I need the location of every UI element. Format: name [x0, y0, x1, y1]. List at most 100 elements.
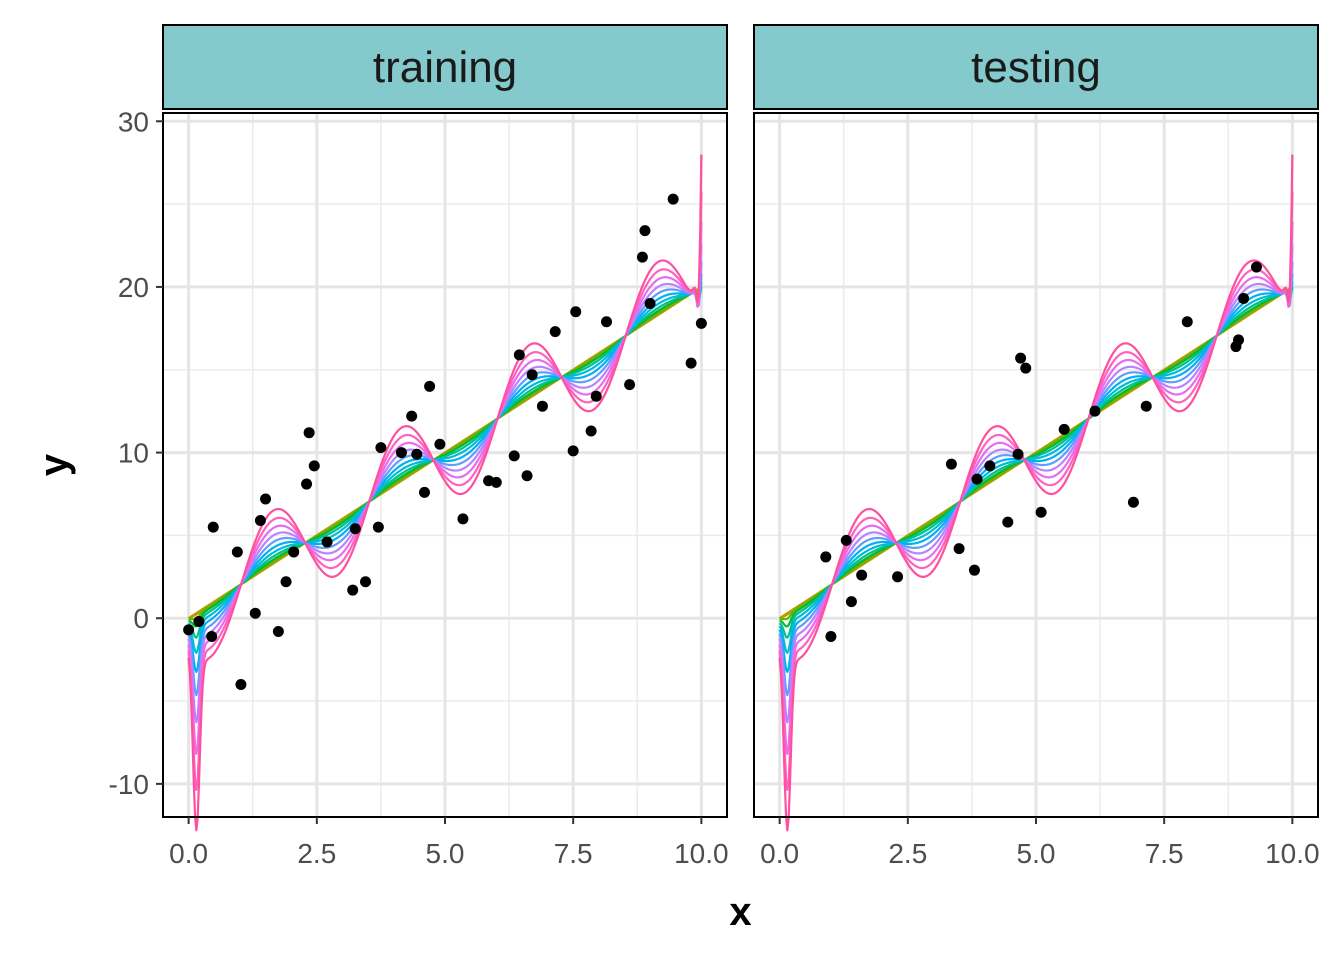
data-point [360, 576, 372, 588]
x-tick-label: 5.0 [1017, 838, 1056, 869]
data-point [601, 316, 613, 328]
x-tick-label: 10.0 [1265, 838, 1320, 869]
x-tick-label: 7.5 [554, 838, 593, 869]
data-point [1035, 506, 1047, 518]
fit-curve-degree-7 [778, 285, 1294, 639]
fit-curve-degree-13 [778, 191, 1294, 791]
x-tick-label: 10.0 [674, 838, 729, 869]
data-point [303, 427, 315, 439]
data-point [372, 521, 384, 533]
data-point [1181, 316, 1193, 328]
data-point [840, 534, 852, 546]
data-point [536, 400, 548, 412]
data-point [193, 616, 205, 628]
data-point [347, 584, 359, 596]
data-point [1020, 362, 1032, 374]
data-point [892, 571, 904, 583]
facet-strip-training [162, 24, 728, 110]
data-point [1127, 496, 1139, 508]
fit-curve-degree-10 [187, 261, 703, 697]
data-point [1238, 293, 1250, 305]
y-tick-label: 20 [118, 272, 149, 303]
x-axis-title: x [729, 890, 751, 934]
fit-curve-degree-7 [187, 285, 703, 639]
data-point [644, 297, 656, 309]
fit-curve-degree-8 [778, 281, 1294, 654]
data-point [1058, 423, 1070, 435]
data-point [636, 251, 648, 263]
data-point [249, 607, 261, 619]
data-point [375, 442, 387, 454]
data-point [945, 458, 957, 470]
data-point [549, 326, 561, 338]
x-tick-label: 0.0 [169, 838, 208, 869]
fit-curve-degree-10 [778, 261, 1294, 697]
data-point [685, 357, 697, 369]
x-tick-label: 2.5 [297, 838, 336, 869]
data-point [411, 448, 423, 460]
y-tick-label: -10 [109, 769, 149, 800]
data-point [254, 514, 266, 526]
fit-curve-degree-12 [778, 221, 1294, 756]
facet-strip-testing [753, 24, 1319, 110]
data-point [1250, 261, 1262, 273]
data-point [1012, 448, 1024, 460]
data-point [235, 678, 247, 690]
data-point [183, 624, 195, 636]
data-point [845, 596, 857, 608]
data-point [825, 630, 837, 642]
y-tick-label: 0 [133, 603, 149, 634]
data-point [424, 380, 436, 392]
fit-curve-degree-8 [187, 281, 703, 654]
facet-strip-label: testing [971, 43, 1101, 92]
y-tick-label: 10 [118, 438, 149, 469]
x-tick-label: 2.5 [888, 838, 927, 869]
data-point [590, 390, 602, 402]
data-point [207, 521, 219, 533]
data-point [301, 478, 313, 490]
fit-curve-degree-9 [187, 273, 703, 674]
fit-curve-degree-9 [778, 273, 1294, 674]
fit-curve-degree-13 [187, 191, 703, 791]
data-point [968, 564, 980, 576]
data-point [280, 576, 292, 588]
data-point [1140, 400, 1152, 412]
data-point [288, 546, 300, 558]
data-point [971, 473, 983, 485]
data-point [820, 551, 832, 563]
data-point [490, 476, 502, 488]
data-point [321, 536, 333, 548]
data-point [984, 460, 996, 472]
data-point [585, 425, 597, 437]
data-point [1233, 334, 1245, 346]
data-point [695, 317, 707, 329]
data-point [308, 460, 320, 472]
data-point [526, 369, 538, 381]
facet-panel-testing: testing 0.0 2.5 5.0 7.5 10.0 [753, 24, 1320, 869]
data-point [567, 445, 579, 457]
data-point [206, 630, 218, 642]
x-tick-label: 7.5 [1145, 838, 1184, 869]
data-point [395, 447, 407, 459]
data-point [667, 193, 679, 205]
y-axis-title: y [32, 453, 76, 476]
x-tick-label: 0.0 [760, 838, 799, 869]
data-point [1015, 352, 1027, 364]
fit-curve-degree-11 [778, 244, 1294, 724]
data-point [1089, 405, 1101, 417]
data-point [513, 349, 525, 361]
data-point [570, 306, 582, 318]
data-point [406, 410, 418, 422]
facet-strip-label: training [373, 43, 517, 92]
data-point [434, 438, 446, 450]
facet-panel-training: training 0.0 2.5 5.0 7.5 10.0 [162, 24, 729, 869]
data-point [349, 523, 361, 535]
data-point [231, 546, 243, 558]
data-point [272, 625, 284, 637]
fit-curve-degree-14 [778, 154, 1294, 832]
fit-curve-degree-14 [187, 154, 703, 832]
fit-curve-degree-11 [187, 244, 703, 724]
data-point [1002, 516, 1014, 528]
